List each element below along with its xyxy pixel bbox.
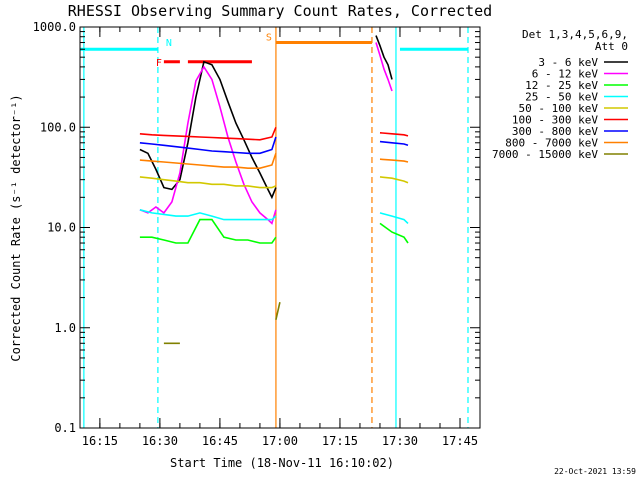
x-tick-label: 17:45 — [442, 434, 478, 448]
flare-flag-label: F — [156, 58, 162, 69]
saa-flag-label: S — [266, 33, 272, 44]
legend-label: 800 - 7000 keV — [505, 137, 598, 150]
y-axis-label: Corrected Count Rate (s⁻¹ detector⁻¹) — [9, 94, 23, 361]
legend-label: 3 - 6 keV — [538, 56, 598, 69]
legend-label: 300 - 800 keV — [512, 125, 598, 138]
legend-label: 6 - 12 keV — [532, 68, 599, 81]
series-line — [379, 158, 409, 163]
series-line — [139, 218, 277, 244]
series-line — [139, 126, 277, 141]
x-tick-label: 17:00 — [262, 434, 298, 448]
series-line — [379, 176, 409, 184]
y-tick-label: 100.0 — [40, 120, 76, 134]
series-line — [379, 222, 409, 244]
legend-label: 7000 - 15000 keV — [492, 148, 598, 161]
series-line — [375, 35, 393, 80]
data-layer: NF S — [80, 27, 469, 428]
legend-header-line-2: Att 0 — [595, 40, 628, 53]
y-tick-label: 1000.0 — [33, 20, 76, 34]
series-line — [275, 302, 281, 320]
y-tick-label: 0.1 — [54, 421, 76, 435]
series-line — [375, 42, 393, 92]
legend-label: 25 - 50 keV — [525, 91, 598, 104]
x-axis-label: Start Time (18-Nov-11 16:10:02) — [170, 456, 394, 470]
series-line — [139, 153, 277, 169]
legend-label: 50 - 100 keV — [519, 102, 599, 115]
y-tick-label: 1.0 — [54, 321, 76, 335]
legend-label: 12 - 25 keV — [525, 79, 598, 92]
x-tick-label: 17:15 — [322, 434, 358, 448]
series-line — [139, 136, 277, 155]
series-line — [379, 132, 409, 137]
x-tick-label: 17:30 — [382, 434, 418, 448]
night-flag-label: N — [166, 38, 172, 49]
timestamp: 22-Oct-2021 13:59 — [554, 467, 636, 476]
series-line — [139, 60, 277, 200]
chart-title: RHESSI Observing Summary Count Rates, Co… — [68, 2, 492, 20]
x-tick-label: 16:30 — [142, 434, 178, 448]
legend-header-line-1: Det 1,3,4,5,6,9, — [522, 28, 628, 41]
x-tick-label: 16:45 — [202, 434, 238, 448]
series-line — [139, 65, 277, 225]
series-line — [379, 212, 409, 224]
legend-label: 100 - 300 keV — [512, 114, 598, 127]
series-line — [139, 209, 277, 221]
x-tick-label: 16:15 — [82, 434, 118, 448]
series-line — [379, 140, 409, 147]
y-tick-label: 10.0 — [47, 221, 76, 235]
ticks-layer: 0.1 1.0 10.0 100.0 1000.0 16:15 16:30 16:45 17:0… — [33, 20, 481, 448]
series-line — [139, 176, 277, 189]
